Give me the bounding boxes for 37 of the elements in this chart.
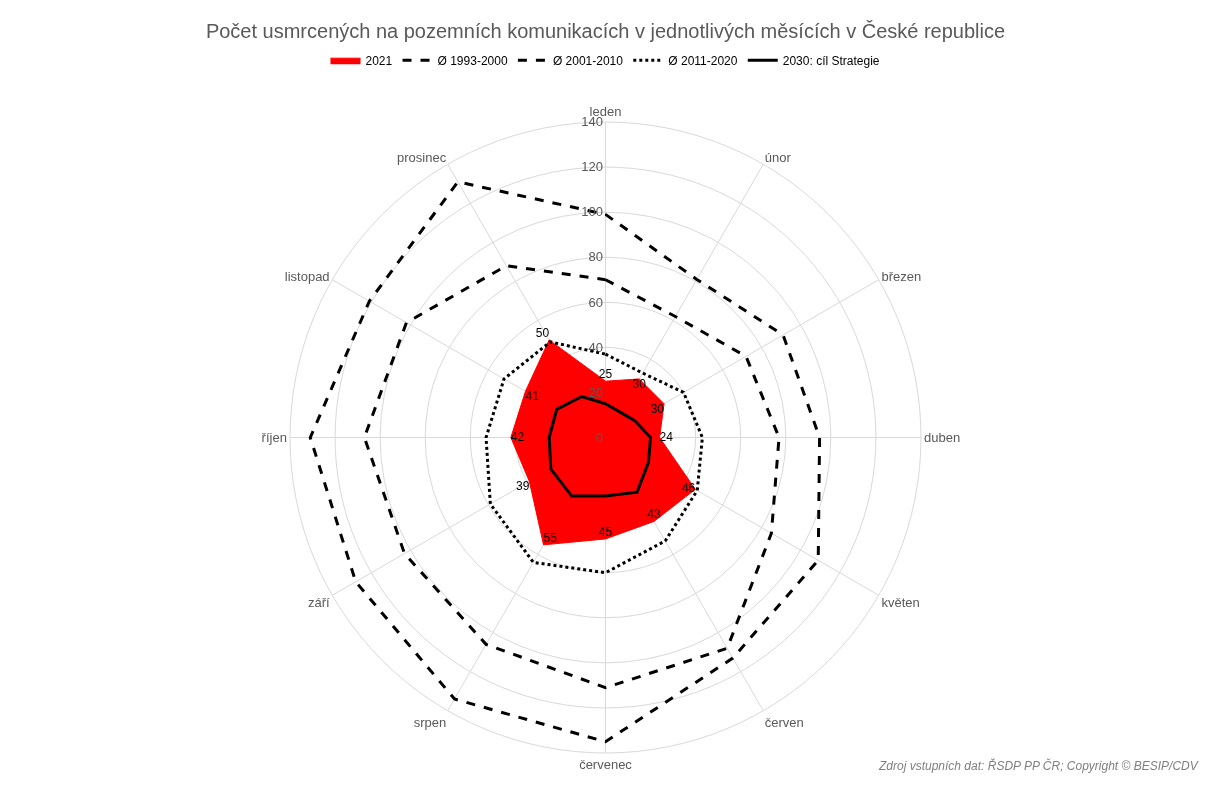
y-tick-label: 100: [581, 204, 604, 220]
chart-title: Počet usmrcených na pozemních komunikacích v jednotlivých měsících v České republice: [205, 19, 1006, 42]
data-label: 25: [598, 367, 613, 382]
spoke-label: květen: [881, 595, 920, 611]
y-tick-label: 20: [588, 384, 604, 400]
data-label: 55: [543, 530, 558, 545]
data-label: 43: [647, 507, 661, 522]
spoke-label: červenec: [579, 757, 633, 773]
y-tick-label: 40: [588, 339, 604, 355]
y-tick-label: 0: [595, 429, 604, 445]
spoke-label: srpen: [413, 714, 447, 730]
spoke-label: březen: [881, 268, 922, 284]
spoke-label: listopad: [284, 268, 330, 284]
data-label: 30: [650, 401, 665, 416]
legend-label: Ø 2001-2010: [552, 53, 624, 68]
data-label: 50: [535, 325, 550, 340]
data-label: 24: [659, 429, 674, 444]
data-label: 42: [510, 429, 525, 444]
data-label: 41: [525, 389, 540, 404]
legend-label: Ø 2011-2020: [668, 53, 738, 68]
legend-label: 2030: cíl Strategie: [782, 53, 880, 68]
data-label: 46: [681, 481, 696, 496]
data-label: 30: [632, 376, 647, 391]
spoke-label: červen: [764, 714, 804, 730]
y-tick-label: 60: [588, 294, 604, 310]
data-label: 39: [516, 479, 530, 494]
text: Zdroj vstupních dat: ŘSDP PP ČR; Copyright © BESIP/CDV: [878, 758, 1199, 773]
legend-label: Ø 1993-2000: [437, 53, 508, 68]
y-tick-label: 80: [588, 249, 604, 265]
data-label: 45: [598, 524, 613, 539]
legend-label: 2021: [365, 53, 393, 68]
spoke-label: duben: [924, 430, 961, 446]
spoke-label: říjen: [261, 430, 287, 446]
spoke-label: září: [307, 595, 330, 611]
y-tick-label: 120: [581, 159, 604, 175]
spoke-label: únor: [764, 149, 792, 165]
spoke-label: prosinec: [397, 149, 447, 165]
